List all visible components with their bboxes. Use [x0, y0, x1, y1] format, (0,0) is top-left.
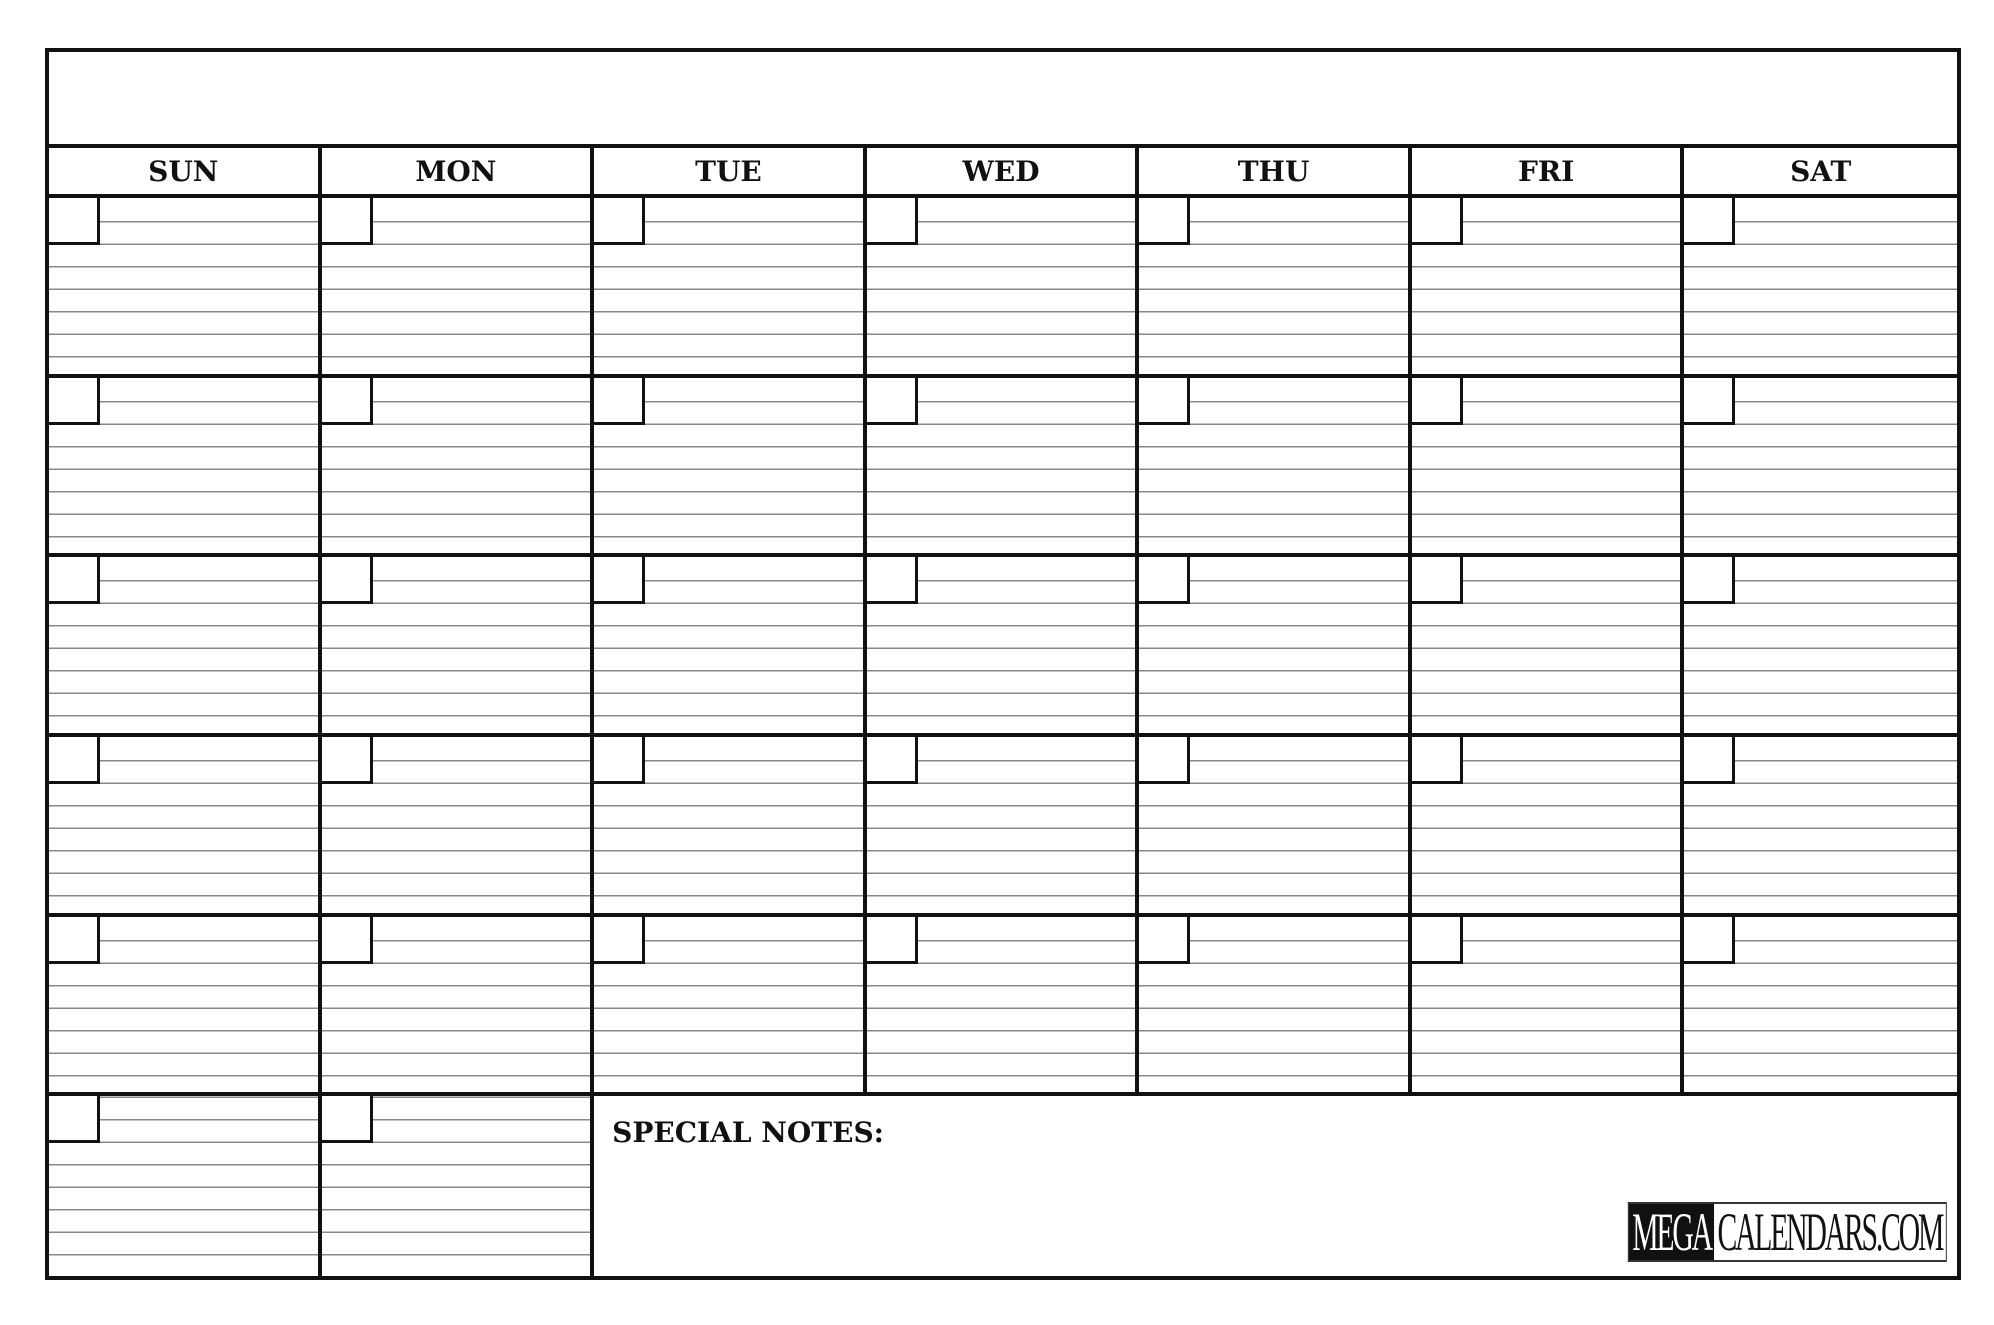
special-notes-label: SPECIAL NOTES: — [612, 1116, 885, 1150]
date-number-box[interactable] — [1139, 557, 1191, 605]
logo-part-calendars: CALENDARS.COM — [1714, 1204, 1946, 1260]
day-cell[interactable] — [1684, 737, 1957, 917]
day-cell[interactable] — [866, 737, 1140, 917]
date-number-box[interactable] — [1139, 377, 1191, 425]
date-number-box[interactable] — [1411, 377, 1463, 425]
month-title-band[interactable] — [49, 52, 1957, 148]
date-number-box[interactable] — [1684, 198, 1736, 245]
date-number-box[interactable] — [866, 737, 918, 784]
megacalendars-logo: MEGA CALENDARS.COM — [1628, 1202, 1947, 1262]
day-cell[interactable] — [1684, 557, 1957, 737]
date-number-box[interactable] — [49, 557, 100, 605]
day-header-sun: SUN — [49, 148, 322, 198]
day-cell[interactable] — [49, 198, 322, 378]
date-number-box[interactable] — [1139, 198, 1191, 245]
day-cell[interactable] — [866, 198, 1140, 378]
date-number-box[interactable] — [594, 916, 646, 964]
date-number-box[interactable] — [49, 377, 100, 425]
date-number-box[interactable] — [866, 557, 918, 605]
date-number-box[interactable] — [1411, 557, 1463, 605]
date-number-box[interactable] — [49, 1096, 100, 1144]
day-cell[interactable] — [1684, 198, 1957, 378]
day-cell[interactable] — [1684, 377, 1957, 558]
date-number-box[interactable] — [1411, 198, 1463, 245]
date-number-box[interactable] — [1684, 557, 1736, 605]
logo-part-mega: MEGA — [1629, 1204, 1715, 1260]
day-cell[interactable] — [49, 557, 322, 737]
date-number-box[interactable] — [321, 557, 373, 605]
day-cell[interactable] — [49, 737, 322, 917]
day-cell[interactable] — [1411, 198, 1685, 378]
date-number-box[interactable] — [594, 557, 646, 605]
day-cell[interactable] — [321, 1096, 595, 1276]
day-cell[interactable] — [594, 198, 867, 378]
date-number-box[interactable] — [49, 916, 100, 964]
day-cell[interactable] — [1139, 198, 1412, 378]
day-cell[interactable] — [866, 377, 1140, 558]
day-cell[interactable] — [321, 737, 595, 917]
date-number-box[interactable] — [321, 1096, 373, 1144]
date-number-box[interactable] — [866, 916, 918, 964]
day-cell[interactable] — [594, 737, 867, 917]
date-number-box[interactable] — [594, 198, 646, 245]
day-header-thu: THU — [1139, 148, 1412, 198]
day-cell[interactable] — [1411, 557, 1685, 737]
date-number-box[interactable] — [1684, 737, 1736, 784]
day-header-wed: WED — [866, 148, 1140, 198]
day-cell[interactable] — [49, 377, 322, 558]
date-number-box[interactable] — [321, 377, 373, 425]
day-header-fri: FRI — [1411, 148, 1685, 198]
date-number-box[interactable] — [321, 198, 373, 245]
day-cell[interactable] — [1139, 557, 1412, 737]
date-number-box[interactable] — [594, 737, 646, 784]
day-cell[interactable] — [321, 198, 595, 378]
date-number-box[interactable] — [321, 737, 373, 784]
day-cell[interactable] — [1684, 916, 1957, 1097]
date-number-box[interactable] — [321, 916, 373, 964]
calendar-grid: SUN MON TUE WED THU FRI SAT SPECIAL NOTE… — [49, 148, 1957, 1276]
date-number-box[interactable] — [1139, 737, 1191, 784]
date-number-box[interactable] — [49, 198, 100, 245]
date-number-box[interactable] — [1139, 916, 1191, 964]
day-cell[interactable] — [321, 557, 595, 737]
date-number-box[interactable] — [1684, 377, 1736, 425]
date-number-box[interactable] — [1411, 737, 1463, 784]
day-cell[interactable] — [1411, 737, 1685, 917]
day-cell[interactable] — [594, 377, 867, 558]
day-cell[interactable] — [1411, 916, 1685, 1097]
day-cell[interactable] — [1411, 377, 1685, 558]
date-number-box[interactable] — [866, 198, 918, 245]
day-cell[interactable] — [321, 377, 595, 558]
day-header-tue: TUE — [594, 148, 867, 198]
calendar-frame: SUN MON TUE WED THU FRI SAT SPECIAL NOTE… — [45, 48, 1961, 1280]
day-cell[interactable] — [1139, 916, 1412, 1097]
day-cell[interactable] — [49, 916, 322, 1097]
day-header-sat: SAT — [1684, 148, 1957, 198]
date-number-box[interactable] — [866, 377, 918, 425]
day-cell[interactable] — [866, 557, 1140, 737]
date-number-box[interactable] — [1684, 916, 1736, 964]
day-cell[interactable] — [866, 916, 1140, 1097]
day-cell[interactable] — [594, 557, 867, 737]
date-number-box[interactable] — [594, 377, 646, 425]
day-cell[interactable] — [1139, 737, 1412, 917]
day-header-mon: MON — [321, 148, 595, 198]
day-cell[interactable] — [321, 916, 595, 1097]
day-cell[interactable] — [1139, 377, 1412, 558]
day-cell[interactable] — [49, 1096, 322, 1276]
special-notes-area[interactable]: SPECIAL NOTES: MEGA CALENDARS.COM — [594, 1096, 1957, 1276]
day-cell[interactable] — [594, 916, 867, 1097]
date-number-box[interactable] — [1411, 916, 1463, 964]
date-number-box[interactable] — [49, 737, 100, 784]
